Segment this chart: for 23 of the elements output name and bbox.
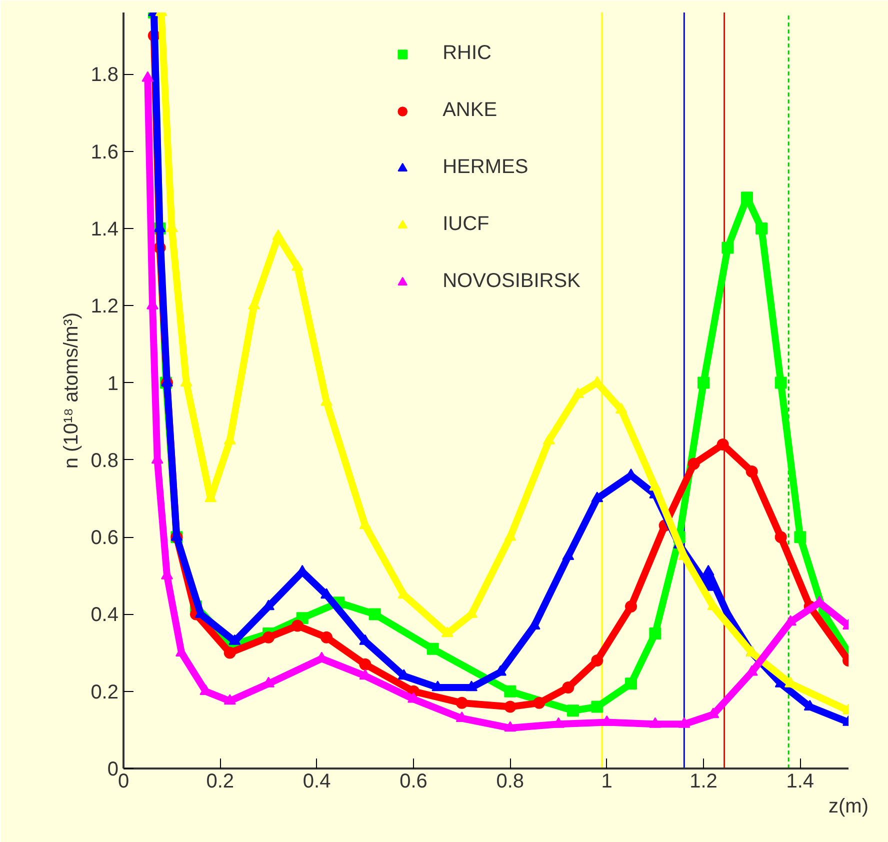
y-tick-label: 0.2	[90, 681, 119, 704]
x-axis-title: z(m)	[828, 796, 868, 818]
x-tick-label: 1.2	[690, 770, 718, 792]
x-tick-label: 0.2	[206, 770, 234, 792]
y-tick-label: 1	[107, 372, 118, 395]
y-tick-label: 1.2	[90, 296, 119, 318]
y-tick-label: 1.8	[90, 64, 119, 86]
y-axis-title: n (10¹⁸ atoms/m³)	[60, 312, 83, 469]
x-tick-label: 1	[601, 770, 612, 792]
y-tick-label: 0.4	[90, 604, 119, 626]
legend-label: NOVOSIBIRSK	[442, 270, 580, 293]
y-tick-label: 1.4	[90, 218, 119, 240]
x-tick-label: 0.4	[302, 770, 331, 792]
y-tick-label: 0.8	[90, 450, 119, 472]
legend-label: HERMES	[442, 156, 528, 179]
y-tick-label: 1.6	[90, 141, 119, 164]
legend-label: RHIC	[442, 42, 492, 65]
y-tick-label: 0.6	[90, 527, 119, 550]
x-tick-label: 0.6	[400, 770, 428, 792]
legend-label: ANKE	[442, 99, 498, 122]
x-tick-label: 0.8	[496, 770, 524, 792]
legend-label: IUCF	[442, 213, 490, 236]
x-tick-label: 1.4	[786, 770, 814, 792]
